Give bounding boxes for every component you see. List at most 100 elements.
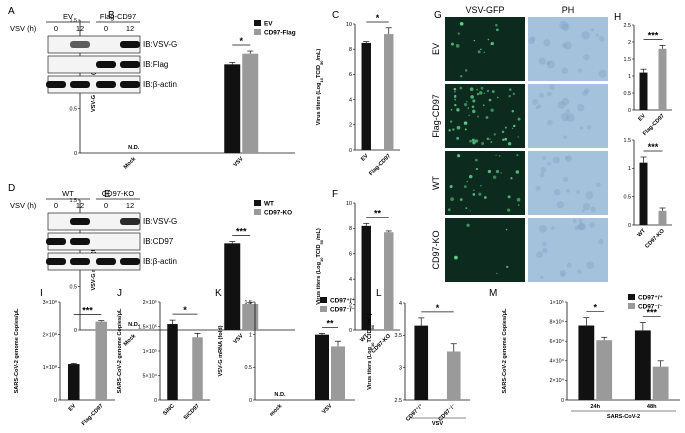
y-tick-label: 2×10⁵ <box>143 300 157 306</box>
y-tick-label: 2 <box>628 40 631 46</box>
gfp-spot <box>471 138 475 142</box>
gfp-spot <box>493 133 496 136</box>
ph-cell <box>530 36 536 42</box>
sig-marker: *** <box>646 308 657 318</box>
y-axis-label: SARS-CoV-2 genome Copies/μL <box>502 308 508 393</box>
panel-label: F <box>332 189 338 200</box>
ph-cell <box>578 219 583 224</box>
gfp-spot <box>454 99 456 101</box>
ph-cell <box>566 188 571 193</box>
group-label: VSV <box>432 421 443 427</box>
gfp-spot <box>507 208 511 212</box>
ph-cell <box>540 275 544 280</box>
gfp-spot <box>449 185 453 189</box>
blot-group-label: CD97-KO <box>102 189 135 198</box>
bar <box>639 162 648 225</box>
ph-cell <box>563 176 569 183</box>
blot-band <box>70 238 90 245</box>
blot-vsv-label: VSV (h) <box>10 201 37 210</box>
y-tick-label: 1×10⁵ <box>143 349 157 355</box>
gfp-spot <box>471 105 475 109</box>
ph-cell <box>561 67 569 74</box>
blot-row-label: IB:β-actin <box>143 257 177 266</box>
gfp-spot <box>463 102 468 107</box>
ph-cell <box>537 104 542 108</box>
chart-f: F 0 2 4 6 8 10 Virus titers (Log10TCID50/mL) WT C… <box>316 189 400 355</box>
bar <box>446 351 461 400</box>
gfp-spot <box>481 142 485 145</box>
y-tick-label: 10 <box>346 22 352 28</box>
gfp-spot <box>485 116 489 119</box>
y-tick-label: 4 <box>399 301 402 307</box>
ph-cell <box>595 33 599 37</box>
blot-band <box>70 81 90 88</box>
ph-cell <box>581 31 590 40</box>
x-tick-label: Mock <box>123 333 138 348</box>
panel-label: M <box>489 288 497 299</box>
chart-m: M 0 2×10⁴ 4×10⁴ 6×10⁴ 8×10⁴ 1×10⁵ SARS-CoV-2 ge… <box>489 288 680 420</box>
y-tick-label: 0.5 <box>70 284 78 290</box>
gfp-spot <box>513 124 516 128</box>
panel-label: K <box>215 288 222 299</box>
ph-cell <box>528 37 535 45</box>
gfp-spot <box>463 121 468 125</box>
gfp-spot <box>447 208 451 212</box>
ph-cell <box>589 222 595 228</box>
chart-i: I 0 1×10⁸ 2×10⁸ 3×10⁸ SARS-CoV-2 genome Copie… <box>14 288 115 427</box>
x-tick-label: Mock <box>123 156 138 171</box>
gfp-spot <box>489 138 491 140</box>
ph-cell <box>566 262 572 268</box>
y-tick-label: 0 <box>628 108 631 114</box>
y-tick-label: 10 <box>346 201 352 207</box>
ph-cell <box>596 182 601 188</box>
gfp-spot <box>516 154 519 157</box>
row-label: Flag-CD97 <box>431 94 441 138</box>
gfp-spot <box>455 44 460 48</box>
ph-cell <box>583 53 590 61</box>
x-tick-label: WT <box>359 333 370 344</box>
nd-label: N.D. <box>274 392 286 398</box>
column-title: VSV-GFP <box>465 5 504 15</box>
blot-band <box>120 81 140 88</box>
y-tick-label: 2 <box>349 302 352 308</box>
x-tick-label: VSV <box>321 403 333 415</box>
gfp-spot <box>508 88 512 91</box>
ph-cell <box>565 109 570 114</box>
gfp-spot <box>472 141 476 145</box>
ph-cell <box>581 209 585 213</box>
gfp-spot <box>512 92 515 95</box>
ph-cell <box>577 104 585 112</box>
y-tick-label: 1.5 <box>624 57 632 63</box>
ph-cell <box>538 57 547 65</box>
blot-band <box>120 61 140 68</box>
ph-cell <box>549 84 555 90</box>
y-axis-label: SARS-CoV-2 genome Copies/μL <box>117 308 123 393</box>
legend-swatch <box>254 209 261 215</box>
gfp-spot <box>449 120 453 123</box>
chart-l: L 2.5 3 3.5 4 Virus titers (Log10TCID50/mL) CD… <box>367 288 470 427</box>
gfp-spot <box>477 50 481 54</box>
ph-cell <box>563 41 572 50</box>
gfp-spot <box>475 167 478 170</box>
x-tick-label: EV <box>360 153 370 163</box>
bar <box>596 340 613 400</box>
ph-cell <box>586 261 595 270</box>
western-blot-a: A EV 0 12 Flag-CD97 0 12 VSV (h) IB:VSV-G IB:Flag… <box>8 6 177 94</box>
gfp-spot <box>467 107 469 109</box>
ph-cell <box>547 161 551 166</box>
ph-cell <box>546 60 556 69</box>
gfp-spot <box>453 87 457 91</box>
bar <box>95 321 108 400</box>
gfp-spot <box>505 228 508 231</box>
ph-cell <box>535 185 541 191</box>
y-axis-label: VSV-G mRNA (fold) <box>218 325 224 376</box>
ph-cell <box>598 238 604 245</box>
y-tick-label: 2×10⁴ <box>550 378 565 384</box>
row-label: EV <box>431 43 441 55</box>
y-tick-label: 6×10⁴ <box>550 339 565 345</box>
ph-cell <box>560 272 565 277</box>
y-tick-label: 1.5 <box>70 198 78 204</box>
blot-band <box>70 41 90 48</box>
blot-vsv-label: VSV (h) <box>10 24 37 33</box>
